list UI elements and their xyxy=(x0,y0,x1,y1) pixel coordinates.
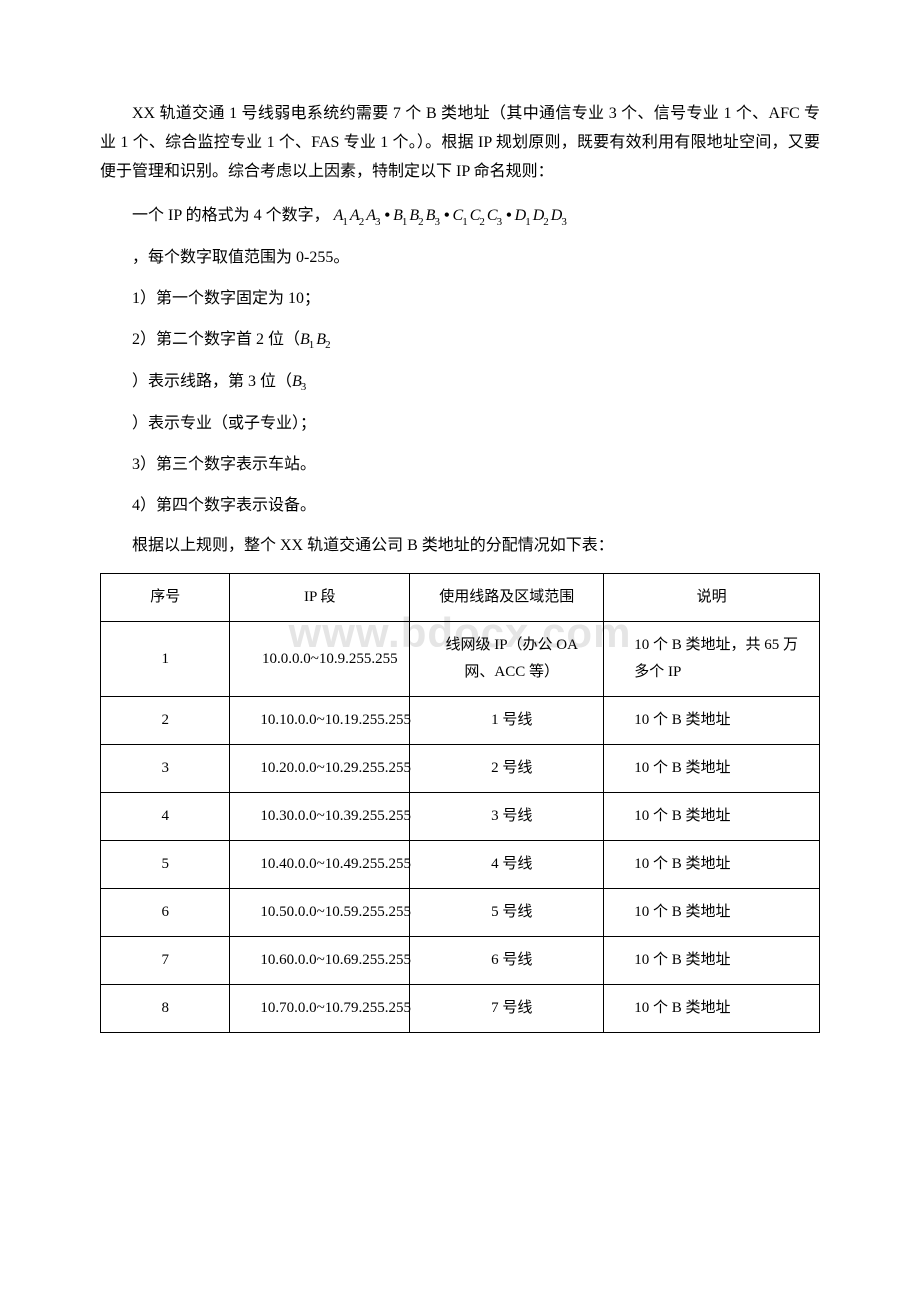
cell-seq: 6 xyxy=(101,889,230,937)
range-text: ，每个数字取值范围为 0-255。 xyxy=(100,244,820,273)
cell-usage: 1 号线 xyxy=(410,697,604,745)
cell-seq: 8 xyxy=(101,985,230,1033)
cell-ip: 10.30.0.0~10.39.255.255 xyxy=(230,793,410,841)
th-usage: 使用线路及区域范围 xyxy=(410,574,604,622)
table-body: 1 10.0.0.0~10.9.255.255 线网级 IP（办公 OA 网、A… xyxy=(101,622,820,1033)
table-row: 7 10.60.0.0~10.69.255.255 6 号线 10 个 B 类地… xyxy=(101,937,820,985)
cell-usage: 线网级 IP（办公 OA 网、ACC 等） xyxy=(410,622,604,697)
document-content: XX 轨道交通 1 号线弱电系统约需要 7 个 B 类地址（其中通信专业 3 个… xyxy=(100,100,820,1033)
cell-usage: 6 号线 xyxy=(410,937,604,985)
table-intro: 根据以上规则，整个 XX 轨道交通公司 B 类地址的分配情况如下表： xyxy=(100,532,820,561)
cell-note: 10 个 B 类地址 xyxy=(604,889,820,937)
th-note: 说明 xyxy=(604,574,820,622)
table-header-row: 序号 IP 段 使用线路及区域范围 说明 xyxy=(101,574,820,622)
rule2-mid: ）表示线路，第 3 位（ xyxy=(132,373,292,390)
ip-formula: A1A2A3•B1B2B3•C1C2C3•D1D2D3 xyxy=(334,207,569,224)
intro-paragraph: XX 轨道交通 1 号线弱电系统约需要 7 个 B 类地址（其中通信专业 3 个… xyxy=(100,100,820,186)
rule-2-line1: 2）第二个数字首 2 位（B1B2 xyxy=(100,326,820,356)
formula-prefix: 一个 IP 的格式为 4 个数字， xyxy=(132,207,330,224)
cell-usage: 4 号线 xyxy=(410,841,604,889)
table-row: 5 10.40.0.0~10.49.255.255 4 号线 10 个 B 类地… xyxy=(101,841,820,889)
table-row: 4 10.30.0.0~10.39.255.255 3 号线 10 个 B 类地… xyxy=(101,793,820,841)
b1b2-formula: B1B2 xyxy=(300,331,333,348)
b3-formula: B3 xyxy=(292,373,308,390)
th-ip: IP 段 xyxy=(230,574,410,622)
cell-note: 10 个 B 类地址，共 65 万多个 IP xyxy=(604,622,820,697)
table-row: 3 10.20.0.0~10.29.255.255 2 号线 10 个 B 类地… xyxy=(101,745,820,793)
ip-format-line: 一个 IP 的格式为 4 个数字， A1A2A3•B1B2B3•C1C2C3•D… xyxy=(100,202,820,232)
rule-2-line2: ）表示线路，第 3 位（B3 xyxy=(100,368,820,398)
cell-seq: 4 xyxy=(101,793,230,841)
rule-2-line3: ）表示专业（或子专业）； xyxy=(100,410,820,439)
table-row: 2 10.10.0.0~10.19.255.255 1 号线 10 个 B 类地… xyxy=(101,697,820,745)
cell-ip: 10.40.0.0~10.49.255.255 xyxy=(230,841,410,889)
cell-note: 10 个 B 类地址 xyxy=(604,793,820,841)
cell-ip: 10.0.0.0~10.9.255.255 xyxy=(230,622,410,697)
cell-note: 10 个 B 类地址 xyxy=(604,697,820,745)
rule-1: 1）第一个数字固定为 10； xyxy=(100,285,820,314)
cell-usage: 7 号线 xyxy=(410,985,604,1033)
cell-ip: 10.20.0.0~10.29.255.255 xyxy=(230,745,410,793)
table-row: 6 10.50.0.0~10.59.255.255 5 号线 10 个 B 类地… xyxy=(101,889,820,937)
cell-ip: 10.70.0.0~10.79.255.255 xyxy=(230,985,410,1033)
cell-ip: 10.60.0.0~10.69.255.255 xyxy=(230,937,410,985)
cell-note: 10 个 B 类地址 xyxy=(604,985,820,1033)
th-seq: 序号 xyxy=(101,574,230,622)
cell-seq: 3 xyxy=(101,745,230,793)
cell-ip: 10.50.0.0~10.59.255.255 xyxy=(230,889,410,937)
cell-ip: 10.10.0.0~10.19.255.255 xyxy=(230,697,410,745)
table-row: 1 10.0.0.0~10.9.255.255 线网级 IP（办公 OA 网、A… xyxy=(101,622,820,697)
cell-usage: 3 号线 xyxy=(410,793,604,841)
cell-note: 10 个 B 类地址 xyxy=(604,937,820,985)
cell-note: 10 个 B 类地址 xyxy=(604,841,820,889)
cell-seq: 7 xyxy=(101,937,230,985)
rule-3: 3）第三个数字表示车站。 xyxy=(100,451,820,480)
cell-seq: 1 xyxy=(101,622,230,697)
cell-usage: 5 号线 xyxy=(410,889,604,937)
cell-seq: 5 xyxy=(101,841,230,889)
cell-note: 10 个 B 类地址 xyxy=(604,745,820,793)
rule-4: 4）第四个数字表示设备。 xyxy=(100,492,820,521)
cell-seq: 2 xyxy=(101,697,230,745)
cell-usage: 2 号线 xyxy=(410,745,604,793)
ip-allocation-table: 序号 IP 段 使用线路及区域范围 说明 1 10.0.0.0~10.9.255… xyxy=(100,573,820,1033)
table-row: 8 10.70.0.0~10.79.255.255 7 号线 10 个 B 类地… xyxy=(101,985,820,1033)
rule2-prefix: 2）第二个数字首 2 位（ xyxy=(132,331,300,348)
